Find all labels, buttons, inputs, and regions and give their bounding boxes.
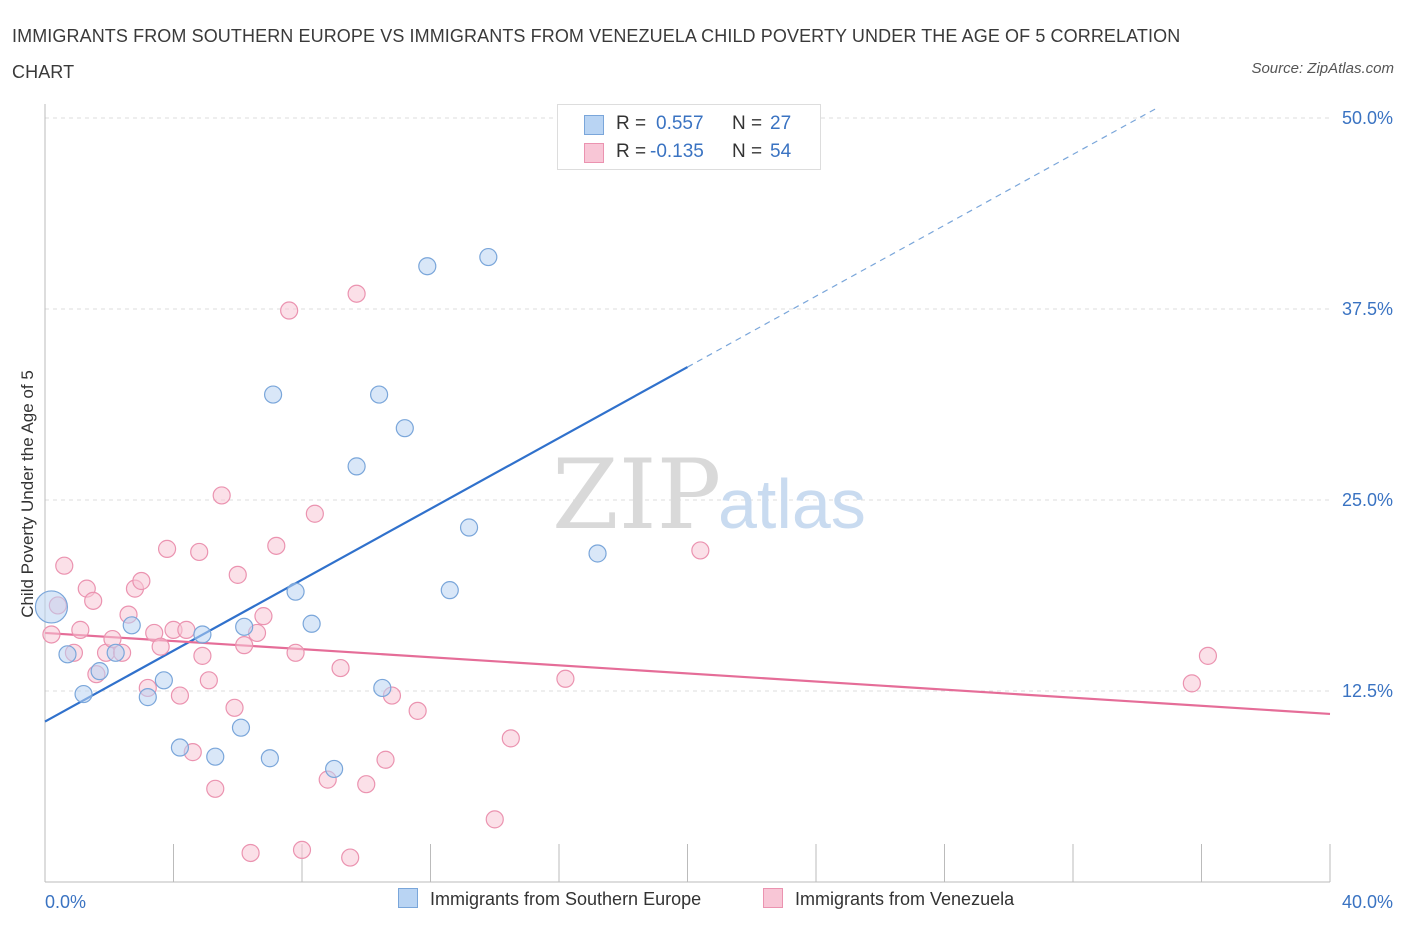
point-southern-europe bbox=[235, 617, 254, 636]
point-southern-europe bbox=[459, 518, 479, 537]
point-southern-europe bbox=[588, 544, 607, 563]
point-venezuela bbox=[254, 607, 273, 626]
x-tick-label-max: 40.0% bbox=[1342, 892, 1393, 912]
legend-swatch-pink bbox=[584, 143, 604, 163]
point-southern-europe bbox=[122, 616, 141, 635]
point-venezuela bbox=[71, 620, 90, 639]
source-label: Source: ZipAtlas.com bbox=[1251, 60, 1394, 77]
point-southern-europe bbox=[106, 643, 125, 662]
point-venezuela bbox=[199, 671, 218, 690]
point-venezuela bbox=[376, 750, 395, 769]
point-venezuela bbox=[151, 637, 170, 656]
point-southern-europe bbox=[58, 645, 77, 664]
bottom-legend-venezuela: Immigrants from Venezuela bbox=[763, 888, 1014, 910]
point-venezuela bbox=[408, 701, 427, 720]
point-venezuela bbox=[691, 541, 710, 560]
point-southern-europe bbox=[302, 614, 321, 633]
point-venezuela bbox=[292, 840, 312, 860]
point-southern-europe bbox=[170, 738, 190, 757]
point-venezuela bbox=[235, 636, 254, 655]
point-southern-europe bbox=[440, 581, 459, 600]
point-southern-europe bbox=[347, 457, 366, 476]
legend-n-label: N = bbox=[732, 113, 763, 134]
point-venezuela bbox=[331, 658, 350, 678]
legend-r-value: -0.135 bbox=[650, 141, 704, 162]
point-southern-europe bbox=[193, 625, 212, 644]
point-venezuela bbox=[228, 565, 247, 584]
bottom-legend-southern-europe: Immigrants from Southern Europe bbox=[398, 888, 701, 910]
legend-r-label: R = bbox=[616, 113, 647, 134]
trend-line-southern-europe bbox=[44, 366, 689, 723]
point-southern-europe bbox=[479, 247, 498, 267]
point-venezuela bbox=[225, 698, 244, 717]
point-venezuela bbox=[241, 843, 260, 863]
point-southern-europe bbox=[260, 749, 279, 768]
point-venezuela bbox=[132, 571, 151, 591]
point-venezuela bbox=[84, 591, 103, 610]
point-venezuela bbox=[190, 542, 209, 562]
bottom-legend-label: Immigrants from Venezuela bbox=[795, 889, 1015, 909]
point-venezuela bbox=[485, 810, 504, 829]
point-southern-europe bbox=[286, 582, 305, 601]
legend-r-label: R = bbox=[616, 141, 647, 162]
point-venezuela bbox=[1182, 674, 1201, 693]
y-tick-label: 25.0% bbox=[1342, 490, 1393, 510]
correlation-legend: R = 0.557 N = 27 R = -0.135 N = 54 bbox=[557, 104, 821, 170]
point-southern-europe bbox=[154, 671, 173, 690]
chart-title: IMMIGRANTS FROM SOUTHERN EUROPE VS IMMIG… bbox=[12, 26, 1181, 82]
point-venezuela bbox=[286, 643, 305, 662]
point-venezuela bbox=[170, 686, 190, 705]
point-venezuela bbox=[42, 625, 61, 644]
point-venezuela bbox=[177, 620, 196, 639]
point-venezuela bbox=[556, 669, 575, 688]
point-southern-europe bbox=[206, 747, 225, 766]
point-venezuela bbox=[1198, 646, 1218, 665]
point-venezuela bbox=[305, 504, 324, 523]
point-venezuela bbox=[157, 539, 177, 558]
tick-labels: 12.5% 25.0% 37.5% 50.0% 0.0% 40.0% bbox=[45, 108, 1393, 912]
point-venezuela bbox=[212, 486, 231, 505]
legend-r-value: 0.557 bbox=[656, 113, 704, 134]
trend-line-venezuela bbox=[44, 631, 1331, 716]
legend-n-value: 54 bbox=[770, 141, 792, 162]
point-venezuela bbox=[501, 729, 520, 748]
point-southern-europe bbox=[138, 688, 157, 707]
point-southern-europe bbox=[90, 662, 109, 681]
y-tick-label: 37.5% bbox=[1342, 299, 1393, 319]
point-southern-europe bbox=[325, 759, 344, 779]
point-southern-europe bbox=[231, 718, 251, 737]
point-venezuela bbox=[357, 775, 376, 794]
trend-layer bbox=[44, 107, 1331, 723]
bottom-legend-swatch-pink bbox=[763, 888, 783, 908]
x-tick-label-min: 0.0% bbox=[45, 892, 86, 912]
point-southern-europe bbox=[395, 419, 414, 438]
grid-layer bbox=[45, 117, 1330, 692]
legend-n-value: 27 bbox=[770, 113, 792, 134]
point-venezuela bbox=[341, 848, 360, 867]
point-venezuela bbox=[55, 556, 74, 575]
y-tick-label: 50.0% bbox=[1342, 108, 1393, 128]
points-layer bbox=[34, 247, 1218, 867]
legend-n-label: N = bbox=[732, 141, 763, 162]
trend-extension-southern-europe bbox=[687, 107, 1157, 368]
bottom-legend-swatch-blue bbox=[398, 888, 418, 908]
point-southern-europe bbox=[418, 257, 437, 276]
point-southern-europe bbox=[34, 590, 69, 624]
point-venezuela bbox=[267, 536, 286, 555]
bottom-legend-label: Immigrants from Southern Europe bbox=[430, 889, 702, 909]
point-southern-europe bbox=[263, 385, 283, 404]
point-venezuela bbox=[347, 284, 366, 303]
y-tick-label: 12.5% bbox=[1342, 681, 1393, 701]
point-venezuela bbox=[206, 779, 225, 798]
point-southern-europe bbox=[370, 385, 389, 404]
point-southern-europe bbox=[373, 678, 392, 698]
legend-swatch-blue bbox=[584, 115, 604, 135]
point-venezuela bbox=[193, 646, 212, 665]
axes-layer bbox=[44, 104, 1331, 883]
watermark-atlas: atlas bbox=[718, 465, 866, 543]
point-southern-europe bbox=[74, 684, 93, 704]
watermark-zip: ZIP bbox=[552, 439, 721, 551]
point-venezuela bbox=[280, 301, 299, 320]
